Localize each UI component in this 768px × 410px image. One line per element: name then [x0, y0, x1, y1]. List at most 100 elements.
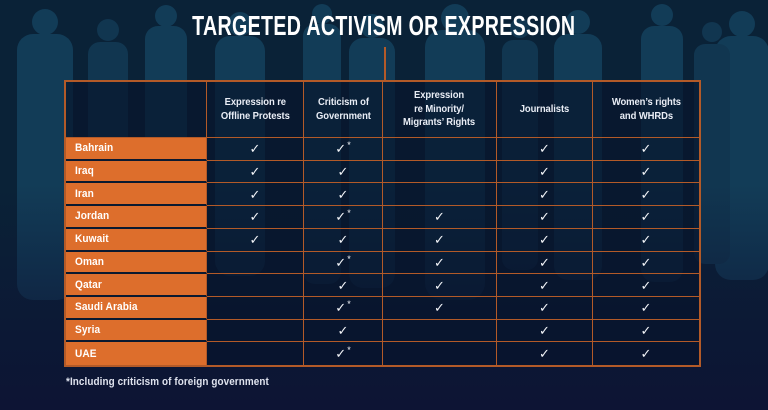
check-icon: ✓	[640, 277, 652, 293]
country-cell: Oman	[66, 251, 207, 275]
footnote-marker: *	[347, 208, 351, 219]
table: Expression re Offline Protests Criticism …	[64, 80, 701, 367]
check-icon: ✓	[640, 346, 652, 362]
check-cell: ✓ *	[304, 342, 383, 365]
check-icon: ✓	[335, 254, 347, 270]
check-icon: ✓	[539, 232, 550, 248]
check-icon: ✓	[434, 209, 445, 225]
empty-cell	[207, 296, 304, 320]
check-icon: ✓	[539, 186, 550, 202]
column-header: Journalists	[497, 82, 593, 138]
check-cell: ✓	[207, 160, 304, 184]
check-icon: ✓	[249, 232, 261, 248]
check-cell: ✓	[383, 206, 497, 229]
country-label: Syria	[75, 323, 101, 336]
column-header-label: Expression re Minority/ Migrants’ Rights	[403, 89, 476, 129]
country-cell: Saudi Arabia	[66, 296, 207, 320]
check-cell: ✓	[593, 319, 699, 343]
check-icon: ✓	[249, 141, 261, 157]
check-cell: ✓	[383, 296, 497, 320]
country-cell: Qatar	[66, 274, 207, 297]
column-header-label: Expression re Offline Protests	[220, 95, 290, 122]
check-cell: ✓	[383, 228, 497, 252]
empty-cell	[207, 274, 304, 297]
check-cell: ✓	[304, 183, 383, 207]
check-cell: ✓	[304, 274, 383, 297]
column-header-label: Journalists	[519, 102, 570, 115]
footnote-marker: *	[347, 345, 351, 356]
column-header: Criticism of Government	[304, 82, 383, 138]
check-cell: ✓	[383, 251, 497, 275]
check-cell: ✓	[593, 296, 699, 320]
empty-cell	[207, 251, 304, 275]
page-title-text: TARGETED ACTIVISM OR EXPRESSION	[192, 10, 576, 41]
check-cell: ✓	[497, 296, 593, 320]
check-cell: ✓	[593, 138, 699, 161]
check-cell: ✓	[593, 206, 699, 229]
check-cell: ✓	[207, 138, 304, 161]
column-header-label: Criticism of Government	[315, 95, 371, 122]
check-icon: ✓	[640, 141, 652, 157]
country-label: Oman	[75, 255, 105, 268]
check-cell: ✓	[304, 160, 383, 184]
check-cell: ✓ *	[304, 206, 383, 229]
country-cell: Bahrain	[66, 138, 207, 161]
check-cell: ✓ *	[304, 296, 383, 320]
column-header: Expression re Minority/ Migrants’ Rights	[383, 82, 497, 138]
footnote-marker: *	[347, 299, 351, 310]
country-label: Iran	[75, 187, 94, 200]
check-cell: ✓	[593, 183, 699, 207]
country-label: Iraq	[75, 165, 94, 178]
check-icon: ✓	[335, 346, 347, 362]
check-icon: ✓	[640, 254, 652, 270]
check-cell: ✓	[497, 228, 593, 252]
check-icon: ✓	[640, 164, 652, 180]
check-cell: ✓	[304, 319, 383, 343]
check-icon: ✓	[434, 300, 445, 316]
check-cell: ✓	[593, 251, 699, 275]
country-cell: Iran	[66, 183, 207, 207]
check-cell: ✓	[207, 228, 304, 252]
country-label: Kuwait	[75, 233, 109, 246]
check-icon: ✓	[335, 141, 347, 157]
check-cell: ✓	[497, 274, 593, 297]
check-icon: ✓	[539, 322, 550, 338]
title-connector-line	[384, 47, 386, 80]
check-icon: ✓	[640, 300, 652, 316]
check-cell: ✓	[207, 183, 304, 207]
empty-cell	[207, 319, 304, 343]
check-cell: ✓	[497, 183, 593, 207]
check-icon: ✓	[640, 322, 652, 338]
country-label: Bahrain	[75, 142, 114, 155]
check-icon: ✓	[640, 186, 652, 202]
check-cell: ✓	[383, 274, 497, 297]
country-label: UAE	[75, 347, 97, 360]
check-cell: ✓	[497, 251, 593, 275]
country-cell: Kuwait	[66, 228, 207, 252]
country-cell: Syria	[66, 319, 207, 343]
check-icon: ✓	[249, 209, 261, 225]
check-icon: ✓	[539, 254, 550, 270]
check-cell: ✓	[593, 274, 699, 297]
check-icon: ✓	[337, 277, 349, 293]
empty-cell	[383, 138, 497, 161]
check-icon: ✓	[539, 141, 550, 157]
check-icon: ✓	[539, 277, 550, 293]
check-icon: ✓	[539, 209, 550, 225]
check-icon: ✓	[335, 209, 347, 225]
check-icon: ✓	[640, 232, 652, 248]
check-cell: ✓ *	[304, 138, 383, 161]
empty-cell	[383, 319, 497, 343]
check-cell: ✓	[207, 206, 304, 229]
check-cell: ✓	[497, 206, 593, 229]
check-icon: ✓	[640, 209, 652, 225]
check-icon: ✓	[249, 186, 261, 202]
check-icon: ✓	[337, 232, 349, 248]
country-cell: Jordan	[66, 206, 207, 229]
column-header: Women’s rights and WHRDs	[593, 82, 699, 138]
footnote-marker: *	[347, 253, 351, 264]
empty-cell	[383, 183, 497, 207]
check-cell: ✓	[497, 138, 593, 161]
check-cell: ✓	[593, 160, 699, 184]
